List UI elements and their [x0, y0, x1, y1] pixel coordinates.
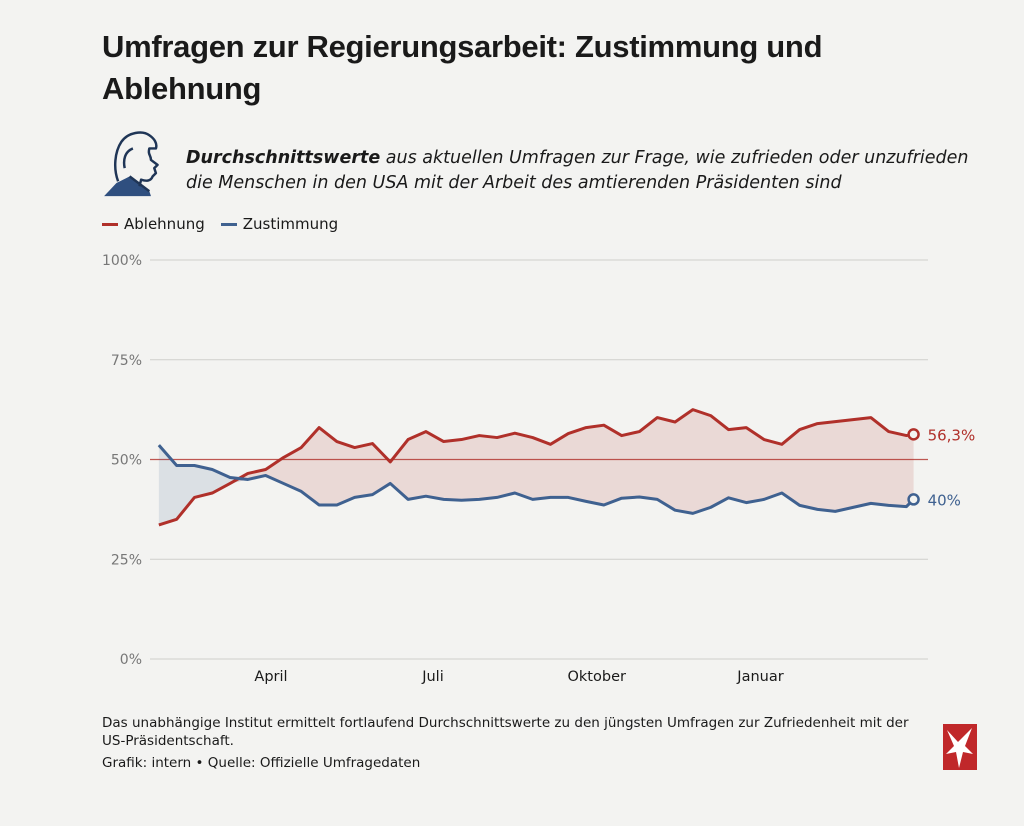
end-label-zustimmung: 40%: [928, 491, 961, 509]
legend: Ablehnung Zustimmung: [102, 215, 338, 233]
y-tick-label: 25%: [111, 552, 142, 568]
x-tick-label: Oktober: [568, 669, 626, 685]
end-label-ablehnung: 56,3%: [928, 426, 976, 444]
legend-item-zustimmung: Zustimmung: [220, 215, 339, 233]
legend-label-zustimmung: Zustimmung: [242, 215, 339, 233]
legend-item-ablehnung: Ablehnung: [102, 215, 205, 233]
subtitle-bold: Durchschnittswerte: [186, 148, 381, 168]
chart-title: Umfragen zur Regierungsarbeit: Zustimmun…: [102, 29, 823, 106]
president-profile-icon: [104, 131, 159, 197]
subtitle-text: aus aktuellen Umfragen zur Frage, wie zu…: [186, 148, 969, 193]
series-line-ablehnung: [158, 408, 914, 527]
footnote: Das unabhängige Institut ermittelt fortl…: [102, 715, 909, 749]
x-tick-label: Juli: [421, 669, 444, 685]
legend-swatch-ablehnung: [102, 222, 118, 226]
ablehnung-area: [158, 409, 914, 525]
x-tick-label: April: [254, 669, 287, 685]
legend-label-ablehnung: Ablehnung: [124, 215, 205, 233]
y-tick-label: 50%: [111, 453, 142, 469]
source-line: Grafik: intern • Quelle: Offizielle Umfr…: [102, 755, 421, 771]
y-tick-label: 100%: [102, 253, 142, 269]
y-tick-label: 0%: [120, 652, 142, 668]
end-marker-zustimmung: [907, 493, 920, 506]
x-tick-label: Januar: [736, 669, 783, 685]
chart-subtitle: Durchschnittswerte aus aktuellen Umfrage…: [186, 146, 986, 196]
legend-swatch-zustimmung: [220, 222, 237, 226]
y-tick-label: 75%: [111, 353, 142, 369]
stern-logo: [943, 724, 977, 770]
end-marker-ablehnung: [907, 428, 920, 441]
series-line-zustimmung: [157, 444, 915, 515]
